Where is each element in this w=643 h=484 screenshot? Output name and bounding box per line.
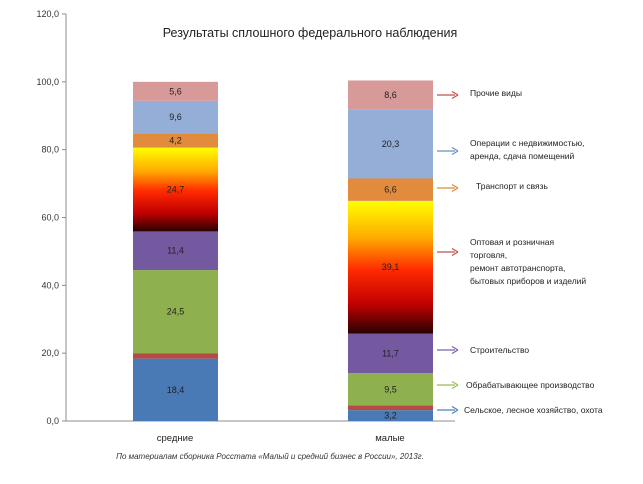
arrow-icon [451,183,459,193]
legend-label: Оптовая и розничная [470,237,555,247]
data-label: 6,6 [384,185,397,195]
bar-segment [133,100,218,134]
legend-label: Операции с недвижимостью, [470,138,585,148]
category-label: малые [375,433,404,444]
arrow-icon [451,247,459,257]
y-tick-label: 80,0 [41,145,59,155]
legend-item: Оптовая и розничная торговля, ремонт автот… [437,237,586,286]
legend-item: Сельское, лесное хозяйство, охота [437,405,603,415]
source-note: По материалам сборника Росстата «Малый и… [116,452,424,461]
legend-item: Прочие виды [437,88,522,100]
bar-segment [133,358,218,421]
bar-segment [133,270,218,354]
legend: Прочие виды Операции с недвижимостью, арен… [437,88,603,415]
bar-segment [348,178,433,201]
data-label: 5,6 [169,86,182,96]
legend-item: Обрабатывающее производство [437,380,595,390]
category-label: средние [157,433,194,444]
data-label: 20,3 [382,139,400,149]
data-label: 18,4 [167,385,185,395]
legend-item: Строительство [437,345,529,355]
y-tick-label: 40,0 [41,280,59,290]
y-tick-label: 120,0 [36,9,59,19]
legend-item: Транспорт и связь [437,181,549,193]
arrow-icon [451,146,459,156]
arrow-icon [451,90,459,100]
bar-segment [348,109,433,179]
legend-label: Обрабатывающее производство [466,380,595,390]
data-label: 24,5 [167,307,185,317]
legend-label: ремонт автотранспорта, [470,263,565,273]
bar-segment [133,81,218,101]
y-axis: 0,0 20,0 40,0 60,0 80,0 100,0 120,0 [36,9,455,426]
arrow-icon [451,405,459,415]
data-label: 24,7 [167,185,185,195]
bar-segment [348,410,433,421]
bar-segment [348,405,433,411]
data-label: 3,2 [384,411,397,421]
data-label: 39,1 [382,262,400,272]
data-label: 8,6 [384,90,397,100]
y-tick-label: 20,0 [41,348,59,358]
data-label: 9,6 [169,112,182,122]
legend-label: Транспорт и связь [476,181,549,191]
legend-label: торговля, [470,250,507,260]
chart-title: Результаты сплошного федерального наблюд… [163,26,458,40]
bar-segment [133,147,218,232]
data-label: 9,5 [384,384,397,394]
legend-item: Операции с недвижимостью, аренда, сдача п… [437,138,585,161]
legend-label: аренда, сдача помещений [470,151,575,161]
data-label: 11,7 [382,348,399,358]
bar-segment [133,353,218,359]
y-tick-label: 0,0 [46,416,59,426]
legend-label: бытовых приборов и изделий [470,276,586,286]
bar-segment [348,333,433,374]
bar-segment [348,373,433,406]
y-tick-label: 60,0 [41,213,59,223]
data-label: 11,4 [167,246,184,256]
bar-segment [133,231,218,271]
arrow-icon [451,345,459,355]
bar-segment [133,133,218,148]
bars: 18,4 24,5 11,4 24,7 4,2 9,6 5,6 средние 3,2 9,5 11… [133,80,433,444]
legend-label: Сельское, лесное хозяйство, охота [464,405,603,415]
bar-segment [348,200,433,334]
arrow-icon [451,380,459,390]
legend-label: Прочие виды [470,88,522,98]
bar-segment [348,80,433,110]
y-tick-label: 100,0 [36,77,59,87]
legend-label: Строительство [470,345,529,355]
data-label: 4,2 [169,136,182,146]
